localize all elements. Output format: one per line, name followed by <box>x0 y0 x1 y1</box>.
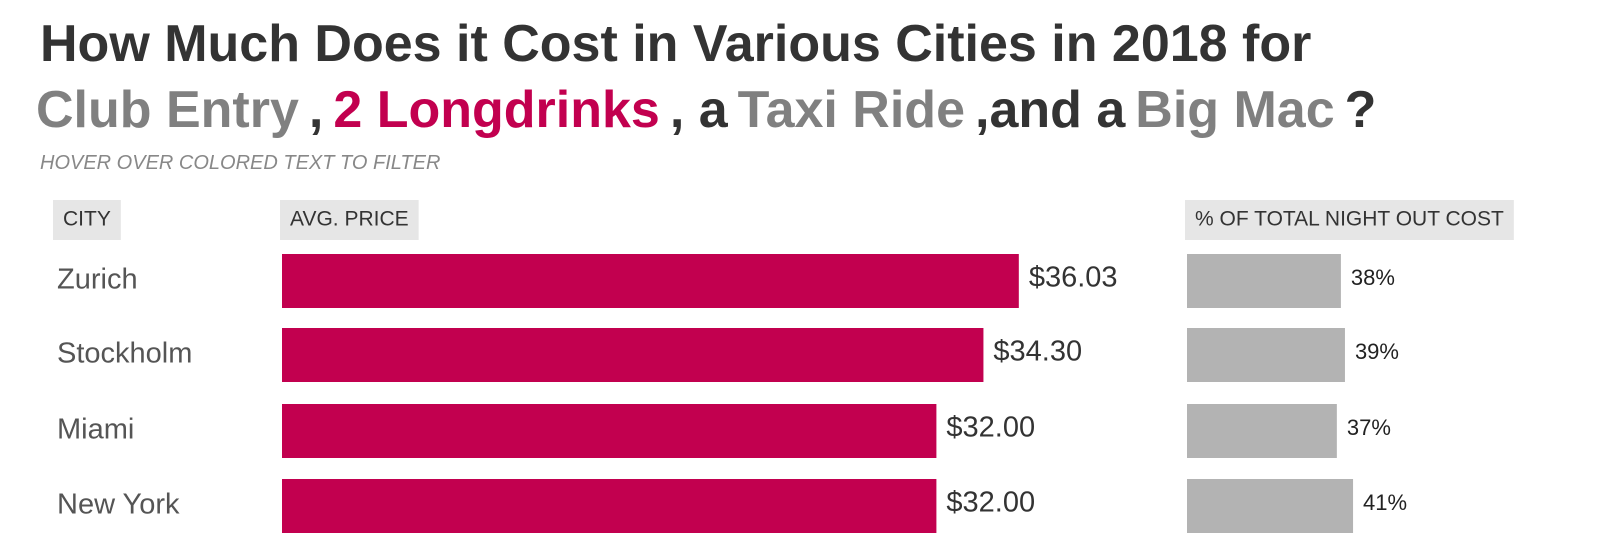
bar <box>1187 479 1354 533</box>
header-box <box>280 200 419 240</box>
value-label: $32.00 <box>946 412 1035 444</box>
title-text: , <box>308 81 324 139</box>
title-line2: Club Entry, 2 Longdrinks, a Taxi Ride ,and … <box>36 84 1386 136</box>
category-label: Stockholm <box>57 338 192 370</box>
title-text: ,and a <box>975 81 1126 139</box>
bar <box>1187 404 1337 458</box>
column-header: % OF TOTAL NIGHT OUT COST <box>1195 208 1504 231</box>
value-label: 37% <box>1347 415 1391 440</box>
filter-text[interactable]: 2 Longdrinks <box>333 81 660 139</box>
header-box <box>53 200 121 240</box>
title: How Much Does it Cost in Various Cities … <box>40 15 1312 73</box>
value-label: 38% <box>1351 265 1395 290</box>
bar <box>1187 254 1341 308</box>
category-label: New York <box>57 489 180 521</box>
title-text: , a <box>669 81 728 139</box>
filter-text[interactable]: Taxi Ride <box>737 81 965 139</box>
value-label: $36.03 <box>1029 262 1118 294</box>
category-label: Miami <box>57 414 134 446</box>
bar <box>282 479 937 533</box>
subtitle: HOVER OVER COLORED TEXT TO FILTER <box>40 152 441 174</box>
filter-text[interactable]: Club Entry <box>36 81 299 139</box>
bar <box>282 254 1019 308</box>
bar <box>1187 328 1345 382</box>
title-text: ? <box>1344 81 1377 139</box>
value-label: $32.00 <box>946 487 1035 519</box>
column-header: CITY <box>63 208 111 231</box>
category-label: Zurich <box>57 264 138 296</box>
bar <box>282 328 984 382</box>
header-box <box>1185 200 1514 240</box>
value-label: 39% <box>1355 339 1399 364</box>
filter-text[interactable]: Big Mac <box>1135 81 1335 139</box>
value-label: 41% <box>1363 490 1407 515</box>
column-header: AVG. PRICE <box>290 208 409 231</box>
bar <box>282 404 937 458</box>
value-label: $34.30 <box>993 336 1082 368</box>
